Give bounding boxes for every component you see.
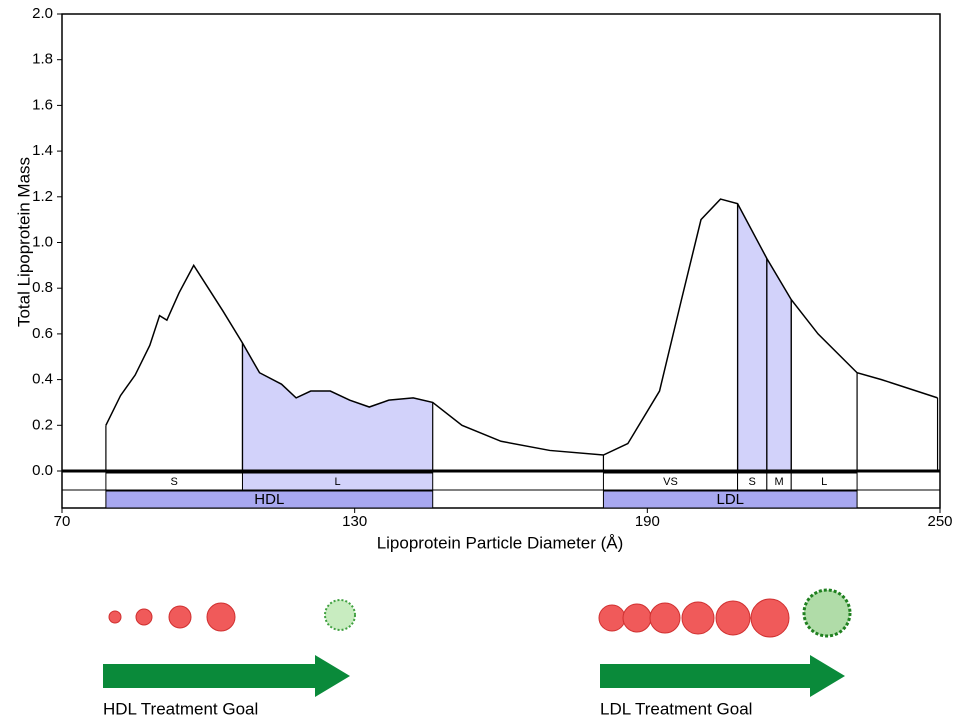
subclass-label: L bbox=[335, 476, 341, 488]
shaded-area bbox=[766, 258, 792, 471]
y-tick-label: 0.4 bbox=[32, 371, 53, 388]
y-tick-label: 1.4 bbox=[32, 142, 53, 159]
y-tick-label: 1.8 bbox=[32, 51, 53, 68]
class-label: LDL bbox=[716, 491, 744, 508]
shaded-area bbox=[737, 203, 767, 471]
plot-frame bbox=[61, 13, 941, 509]
subclass-label: S bbox=[171, 476, 178, 488]
x-tick-label: 70 bbox=[54, 513, 71, 530]
subclass-band bbox=[790, 472, 858, 491]
subclass-label: L bbox=[821, 476, 827, 488]
x-tick-label: 130 bbox=[342, 513, 367, 530]
y-tick-label: 1.6 bbox=[32, 96, 53, 113]
caption: LDL Treatment Goal bbox=[600, 699, 752, 718]
y-axis-label: Total Lipoprotein Mass bbox=[14, 157, 33, 327]
y-tick-label: 0.2 bbox=[32, 416, 53, 433]
y-tick-label: 0.6 bbox=[32, 325, 53, 342]
subclass-band bbox=[241, 472, 434, 491]
y-tick-label: 0.8 bbox=[32, 279, 53, 296]
y-tick-label: 1.0 bbox=[32, 233, 53, 250]
y-tick-label: 2.0 bbox=[32, 5, 53, 22]
subclass-label: VS bbox=[663, 476, 678, 488]
x-axis-label: Lipoprotein Particle Diameter (Å) bbox=[377, 533, 624, 552]
class-band bbox=[105, 490, 434, 509]
x-tick-label: 190 bbox=[635, 513, 660, 530]
y-tick-label: 1.2 bbox=[32, 188, 53, 205]
caption: HDL Treatment Goal bbox=[103, 699, 258, 718]
subclass-label: S bbox=[749, 476, 756, 488]
illustration bbox=[103, 588, 852, 697]
curve bbox=[105, 198, 938, 456]
y-tick-label: 0.0 bbox=[32, 462, 53, 479]
subclass-label: M bbox=[774, 476, 783, 488]
shaded-area bbox=[242, 343, 433, 471]
x-tick-label: 250 bbox=[927, 513, 952, 530]
class-label: HDL bbox=[254, 491, 284, 508]
class-band bbox=[602, 490, 858, 509]
